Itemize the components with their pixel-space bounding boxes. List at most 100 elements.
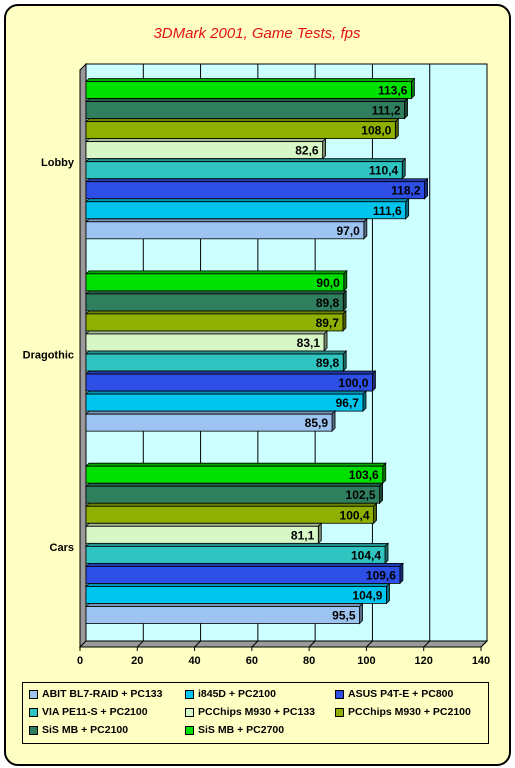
- bar: [85, 373, 373, 392]
- bar-side: [401, 157, 406, 180]
- data-label: 81,1: [291, 528, 315, 542]
- data-label: 89,7: [316, 316, 340, 330]
- bar-top: [85, 218, 368, 223]
- bar-top: [85, 158, 407, 163]
- bar: [85, 525, 319, 544]
- legend-item: VIA PE11-S + PC2100: [29, 704, 148, 720]
- bar-side: [373, 502, 377, 525]
- legend-item: ABIT BL7-RAID + PC133: [29, 686, 162, 702]
- data-label: 118,2: [391, 184, 421, 198]
- data-label: 104,4: [351, 548, 381, 562]
- bar: [85, 313, 344, 332]
- data-label: 108,0: [361, 124, 391, 138]
- data-label: 89,8: [316, 356, 340, 370]
- bar-top: [85, 410, 337, 415]
- legend-label: SiS MB + PC2700: [198, 724, 285, 736]
- data-label: 97,0: [336, 224, 360, 238]
- bar-top: [85, 330, 328, 335]
- bar-top: [85, 350, 348, 355]
- bar: [85, 293, 344, 312]
- bar-side: [363, 217, 368, 240]
- bar-side: [342, 289, 347, 312]
- bar-top: [85, 390, 367, 395]
- bar-side: [331, 410, 336, 433]
- bar-side: [379, 482, 383, 505]
- bar: [85, 606, 360, 624]
- bar-top: [85, 98, 409, 102]
- data-label: 96,7: [336, 396, 360, 410]
- data-label: 90,0: [316, 276, 340, 290]
- bar-side: [322, 137, 326, 160]
- bar-top: [85, 542, 389, 547]
- data-label: 113,6: [378, 84, 408, 98]
- legend-swatch: [185, 725, 194, 735]
- bar-top: [85, 138, 327, 143]
- data-label: 111,6: [373, 204, 402, 218]
- legend-swatch: [185, 707, 194, 717]
- category-label: Dragothic: [23, 350, 74, 362]
- bar-top: [85, 118, 400, 123]
- legend-item: PCChips M930 + PC133: [185, 704, 315, 720]
- x-tick-label: 20: [131, 655, 143, 667]
- chart-side-wall: [79, 62, 87, 649]
- bar-top: [85, 562, 404, 567]
- x-tick-label: 40: [188, 655, 200, 667]
- bar: [85, 81, 412, 99]
- gridline-floor: [423, 640, 431, 648]
- bar-top: [85, 198, 410, 203]
- data-label: 103,6: [349, 468, 379, 482]
- bar-top: [85, 270, 348, 275]
- category-label: Lobby: [41, 157, 75, 169]
- legend-swatch: [29, 725, 38, 735]
- bar-top: [85, 310, 347, 315]
- x-tick-label: 140: [472, 655, 490, 667]
- bar: [85, 586, 387, 604]
- x-tick-label: 80: [303, 655, 315, 667]
- bar-top: [85, 78, 416, 82]
- data-label: 95,5: [332, 608, 356, 622]
- legend-swatch: [185, 689, 194, 699]
- legend-swatch: [29, 689, 38, 699]
- legend-label: i845D + PC2100: [198, 688, 276, 700]
- data-label: 82,6: [295, 144, 319, 158]
- legend-item: SiS MB + PC2700: [185, 722, 284, 738]
- bar: [85, 201, 407, 220]
- gridline-floor: [366, 640, 373, 648]
- bar: [85, 181, 425, 200]
- legend-label: PCChips M930 + PC2100: [348, 706, 471, 718]
- x-tick-label: 0: [77, 655, 83, 667]
- bar: [85, 545, 386, 564]
- data-label: 83,1: [297, 336, 321, 350]
- bar: [85, 161, 403, 180]
- legend-item: ASUS P4T-E + PC800: [335, 686, 453, 702]
- bar: [85, 221, 365, 240]
- bar-top: [85, 462, 387, 467]
- bar-side: [342, 309, 347, 332]
- gridline-floor: [251, 640, 259, 648]
- bar-side: [343, 269, 348, 292]
- bar: [85, 413, 333, 432]
- data-label: 111,2: [372, 104, 401, 118]
- gridline-floor: [136, 640, 144, 648]
- bar-top: [85, 482, 384, 487]
- bar-top: [85, 502, 378, 507]
- legend-label: VIA PE11-S + PC2100: [42, 706, 148, 718]
- bar: [85, 353, 344, 372]
- legend-label: ASUS P4T-E + PC800: [348, 688, 454, 700]
- x-tick-label: 120: [415, 655, 433, 667]
- bar-side: [386, 582, 390, 605]
- bar-top: [85, 603, 364, 607]
- gridline-floor: [194, 640, 201, 648]
- bar: [85, 465, 384, 484]
- legend-swatch: [335, 707, 344, 717]
- x-tick-label: 60: [246, 655, 258, 667]
- data-label: 109,6: [366, 568, 396, 582]
- bar: [85, 393, 364, 412]
- bar-top: [85, 370, 377, 375]
- bar-side: [424, 177, 428, 200]
- bar-side: [372, 370, 376, 393]
- data-label: 89,8: [316, 296, 340, 310]
- bar-side: [317, 522, 322, 545]
- legend-item: PCChips M930 + PC2100: [335, 704, 471, 720]
